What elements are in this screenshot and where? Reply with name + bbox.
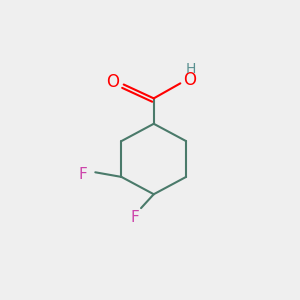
Text: O: O bbox=[183, 71, 196, 89]
Text: F: F bbox=[131, 210, 140, 225]
Text: F: F bbox=[79, 167, 88, 182]
Text: H: H bbox=[185, 62, 196, 76]
Text: O: O bbox=[106, 73, 119, 91]
